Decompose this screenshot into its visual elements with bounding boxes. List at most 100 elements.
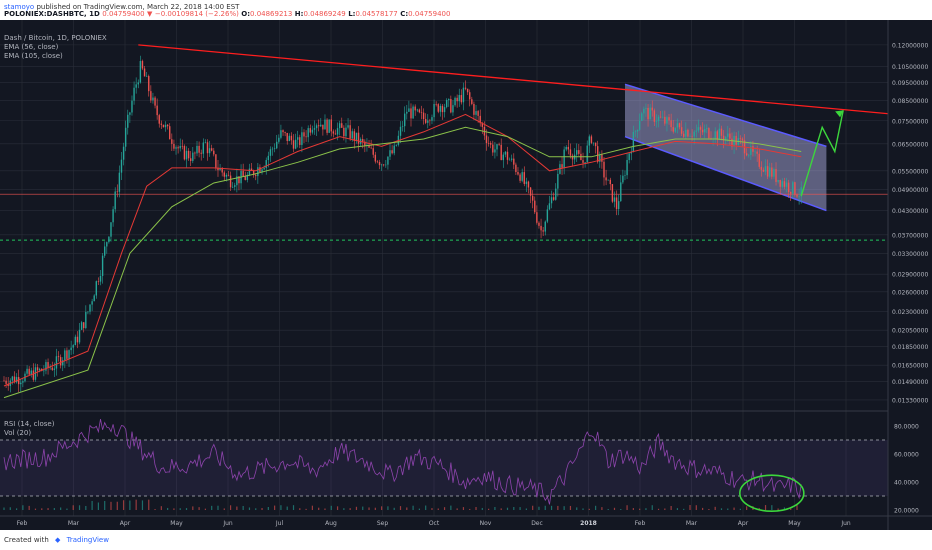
volume-bar [519,507,521,510]
candle-body [85,311,87,329]
candle-body [670,120,672,128]
resistance-trendline[interactable] [138,44,919,118]
volume-bar [381,506,383,510]
candle-body [714,131,716,139]
candle-body [557,173,559,189]
volume-bar [764,505,767,510]
candle-body [603,161,605,178]
price-tick-label: 0.03300000 [892,251,928,258]
volume-bar [695,505,697,510]
time-tick-label: Aug [325,520,337,527]
volume-bar [116,501,118,510]
price-axis[interactable]: 0.12000000 0.10500000 0.09500000 0.08500000… [887,20,932,530]
chart-panel[interactable]: POLONIEX:DASHBTC, 1D 0.04759400 ▼ −0.001… [0,10,932,530]
volume-bar [739,508,741,510]
candle-body [332,131,335,134]
price-chart-svg[interactable]: 0.03580626 0.04759400 0.120000000.105000… [0,20,932,530]
candle-body [391,150,393,154]
candle-body [261,169,263,172]
candle-body [435,104,437,105]
candle-body [626,160,628,176]
volume-bar [727,508,729,510]
volume-bar [387,506,389,510]
legend-ema105: EMA (105, close) [4,52,63,60]
candle-body [124,127,127,147]
candle-body [571,155,574,160]
projection-arrow[interactable] [800,110,844,197]
volume-bar [651,505,653,510]
candle-body [703,128,706,133]
rsi-tick-label: 80.0000 [894,424,919,431]
candle-body [276,141,278,149]
candle-body [154,97,156,106]
volume-bar [720,508,723,510]
candle-body [590,136,593,143]
time-tick-label: May [788,520,801,527]
candle-body [659,116,662,118]
candle-body [500,144,502,161]
volume-bar [349,508,351,510]
candle-body [150,91,152,101]
candle-body [641,113,643,121]
tradingview-logo-icon[interactable]: ◆ [55,536,61,544]
volume-bar [412,505,414,510]
candle-body [657,116,660,122]
grid [0,20,888,516]
candle-body [569,149,572,156]
candle-body [424,119,427,123]
volume-bar [683,508,685,510]
candle-body [685,129,687,137]
close-value: 0.04759400 [408,10,451,18]
candle-body [678,123,681,128]
candle-body [502,154,505,161]
candle-body [798,196,800,197]
volume-bar [167,507,169,510]
volume-bar [399,506,402,510]
footer: Created with ◆ TradingView [0,530,932,550]
candle-body [546,209,549,222]
candle-body [689,135,691,137]
candle-body [513,158,515,165]
candle-body [481,123,484,127]
candle-body [15,377,18,383]
volume-bar [431,508,433,510]
candle-body [764,166,767,172]
candle-body [668,117,670,121]
tradingview-brand[interactable]: TradingView [66,536,109,544]
candle-body [169,126,171,140]
volume-bar [336,506,339,510]
candle-body [278,137,280,142]
candle-body [166,124,169,127]
high-value: 0.04869249 [303,10,346,18]
time-tick-label: Jul [275,520,284,527]
candle-body [112,209,114,223]
candle-body [699,127,702,130]
candle-body [597,146,599,162]
time-axis[interactable]: Feb Mar Apr May Jun Jul Aug Sep Oct Nov Dec 2018 Feb… [0,410,932,527]
candle-body [317,125,320,127]
candle-body [202,142,205,154]
candle-body [43,370,45,372]
candle-body [250,168,253,171]
candle-body [680,127,683,134]
volume-bar [475,507,477,510]
candle-body [506,151,509,160]
rsi-annotation-circle [739,474,805,513]
candle-body [563,149,565,168]
candle-body [252,170,255,176]
volume-bar [110,501,112,510]
rsi-pane[interactable] [0,419,888,513]
volume-bar [393,507,395,510]
author-link[interactable]: stamoyo [4,3,35,11]
projection-path [800,110,844,197]
candle-body [722,135,725,141]
candle-body [745,153,748,156]
candle-body [238,176,240,184]
volume-bar [3,507,5,510]
candle-body [355,132,358,141]
candle-body [727,133,729,137]
candle-body [313,128,316,130]
candle-body [792,182,794,194]
candle-body [64,350,66,361]
candle-body [208,148,211,154]
